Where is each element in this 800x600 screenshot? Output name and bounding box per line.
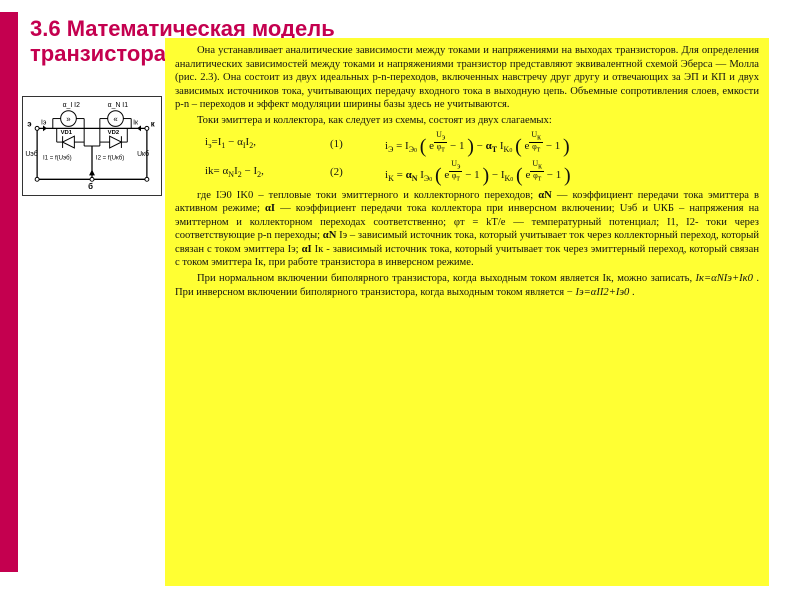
svg-text:»: » <box>66 115 71 124</box>
lbl-I1: I1 = f(Uэб) <box>43 156 72 162</box>
equation-1: iэ=I1 − αII2, (1) iЭ = IЭ0 ( eUэφт − 1 )… <box>175 131 759 156</box>
para-3: где IЭ0 IK0 – тепловые токи эмиттерного … <box>175 189 759 270</box>
eq2-lhs: ik= αNI2 − I2, <box>175 164 330 180</box>
sym-alpha-N: αN <box>538 190 552 201</box>
para-2: Токи эмиттера и коллектора, как следует … <box>175 114 759 128</box>
lbl-aI-I2: α_I I2 <box>63 102 80 109</box>
lbl-B: б <box>88 182 93 191</box>
lbl-Ueb: Uэб <box>25 150 37 158</box>
lbl-VD2: VD2 <box>108 130 120 136</box>
para-1: Она устанавливает аналитические зависимо… <box>175 44 759 112</box>
formula-Ik: Iк=αNIэ+Iк0 <box>696 273 753 284</box>
sym-alpha-I-2: αI <box>302 244 312 255</box>
lbl-K: к <box>151 119 155 128</box>
sym-alpha-I: αI <box>265 203 275 214</box>
accent-line <box>0 12 18 572</box>
eq2-rhs: iK = αN IЭ0 ( eUэφт − 1 ) − IK0 ( eUкφт … <box>385 160 759 185</box>
lbl-aN-I1: α_N I1 <box>108 102 129 109</box>
eq1-rhs: iЭ = IЭ0 ( eUэφт − 1 ) − αT IK0 ( eUкφт … <box>385 131 759 156</box>
eq1-lhs: iэ=I1 − αII2, <box>175 135 330 151</box>
eq1-num: (1) <box>330 137 385 151</box>
content-panel: Она устанавливает аналитические зависимо… <box>165 38 769 586</box>
p4a: При нормальном включении биполярного тра… <box>197 273 696 284</box>
lbl-Ukb: Uкб <box>137 150 149 158</box>
equation-2: ik= αNI2 − I2, (2) iK = αN IЭ0 ( eUэφт −… <box>175 160 759 185</box>
circuit-diagram: » « α_I I2 α_N I1 э к б <box>22 96 162 196</box>
para-4: При нормальном включении биполярного тра… <box>175 272 759 299</box>
eq2-num: (2) <box>330 165 385 179</box>
lbl-Ik: Iк <box>133 119 139 126</box>
p4c: . <box>632 287 635 298</box>
formula-Ie: Iэ=αII2+Iэ0 <box>575 287 629 298</box>
svg-text:«: « <box>113 115 118 124</box>
lbl-VD1: VD1 <box>61 130 73 136</box>
lbl-Ie: Iэ <box>41 119 47 126</box>
sym-alpha-N-2: αN <box>323 230 337 241</box>
lbl-I2: I2 = f(Uкб) <box>96 156 124 162</box>
p3-intro: где IЭ0 IK0 – тепловые токи эмиттерного … <box>197 190 538 201</box>
lbl-E: э <box>27 119 32 128</box>
ebers-moll-svg: » « α_I I2 α_N I1 э к б <box>23 97 161 195</box>
